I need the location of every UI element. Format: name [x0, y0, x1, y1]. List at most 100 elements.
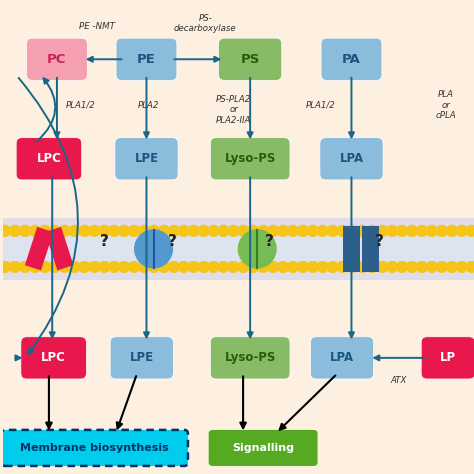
FancyBboxPatch shape — [210, 337, 290, 379]
Circle shape — [437, 226, 447, 237]
Text: LP: LP — [440, 351, 456, 365]
Text: PLA1/2: PLA1/2 — [306, 101, 336, 109]
Circle shape — [466, 226, 474, 237]
Text: PLA1/2: PLA1/2 — [65, 101, 95, 109]
Circle shape — [208, 262, 219, 272]
Circle shape — [135, 230, 173, 268]
Circle shape — [298, 262, 308, 272]
Circle shape — [9, 262, 20, 272]
Circle shape — [59, 226, 70, 237]
Circle shape — [427, 226, 438, 237]
Circle shape — [109, 262, 120, 272]
Text: ?: ? — [264, 234, 273, 249]
Text: ?: ? — [375, 234, 384, 249]
Circle shape — [49, 226, 60, 237]
Circle shape — [188, 226, 199, 237]
Circle shape — [357, 226, 368, 237]
Circle shape — [327, 226, 338, 237]
Circle shape — [158, 262, 169, 272]
Circle shape — [148, 262, 159, 272]
Circle shape — [387, 262, 398, 272]
Circle shape — [59, 262, 70, 272]
Circle shape — [367, 226, 378, 237]
Circle shape — [158, 226, 169, 237]
Circle shape — [288, 226, 299, 237]
Circle shape — [327, 262, 338, 272]
Text: PLA2: PLA2 — [138, 101, 160, 109]
Circle shape — [377, 226, 388, 237]
FancyBboxPatch shape — [321, 38, 382, 81]
Circle shape — [298, 226, 308, 237]
Circle shape — [0, 226, 10, 237]
Circle shape — [238, 226, 249, 237]
Circle shape — [397, 226, 408, 237]
Circle shape — [0, 262, 10, 272]
FancyBboxPatch shape — [310, 337, 374, 379]
FancyBboxPatch shape — [219, 38, 282, 81]
FancyBboxPatch shape — [16, 138, 82, 180]
Circle shape — [129, 262, 139, 272]
Circle shape — [397, 262, 408, 272]
Circle shape — [456, 226, 467, 237]
Circle shape — [19, 262, 30, 272]
Text: PS-PLA2
or
PLA2-IIA: PS-PLA2 or PLA2-IIA — [216, 95, 251, 125]
Text: LPE: LPE — [135, 152, 158, 165]
Circle shape — [218, 226, 229, 237]
Bar — [25, 227, 54, 271]
Bar — [3, 218, 474, 280]
Text: PE -NMT: PE -NMT — [79, 22, 115, 30]
Circle shape — [367, 262, 378, 272]
Circle shape — [29, 262, 40, 272]
Circle shape — [89, 226, 100, 237]
Circle shape — [168, 262, 179, 272]
Circle shape — [317, 226, 328, 237]
Circle shape — [308, 226, 318, 237]
FancyBboxPatch shape — [116, 38, 177, 81]
Circle shape — [39, 226, 50, 237]
Text: ?: ? — [100, 234, 109, 249]
Circle shape — [218, 262, 229, 272]
Circle shape — [417, 262, 428, 272]
Circle shape — [99, 262, 110, 272]
Bar — [3, 237, 474, 261]
Text: LPA: LPA — [339, 152, 364, 165]
Circle shape — [69, 226, 80, 237]
Text: PLA
or
cPLA: PLA or cPLA — [436, 91, 456, 120]
Circle shape — [29, 226, 40, 237]
Circle shape — [188, 262, 199, 272]
Circle shape — [308, 262, 318, 272]
Text: LPE: LPE — [130, 351, 154, 365]
Text: ?: ? — [168, 234, 177, 249]
Circle shape — [337, 226, 348, 237]
Text: PS-
decarboxylase: PS- decarboxylase — [174, 14, 237, 33]
Circle shape — [178, 226, 189, 237]
Circle shape — [417, 226, 428, 237]
Circle shape — [317, 262, 328, 272]
Circle shape — [79, 262, 90, 272]
Circle shape — [447, 262, 457, 272]
FancyBboxPatch shape — [1, 430, 188, 466]
Bar — [343, 226, 360, 272]
Circle shape — [407, 262, 418, 272]
Circle shape — [129, 226, 139, 237]
Circle shape — [238, 262, 249, 272]
Circle shape — [238, 230, 276, 268]
Text: Signalling: Signalling — [232, 443, 294, 453]
Circle shape — [466, 262, 474, 272]
Circle shape — [377, 262, 388, 272]
Circle shape — [228, 262, 239, 272]
Circle shape — [437, 262, 447, 272]
Circle shape — [19, 226, 30, 237]
Circle shape — [39, 262, 50, 272]
Text: PA: PA — [342, 53, 361, 66]
Circle shape — [248, 262, 259, 272]
Circle shape — [198, 262, 209, 272]
Text: PC: PC — [47, 53, 67, 66]
Circle shape — [198, 226, 209, 237]
Circle shape — [427, 262, 438, 272]
Circle shape — [228, 226, 239, 237]
Circle shape — [79, 226, 90, 237]
Text: LPC: LPC — [41, 351, 66, 365]
Circle shape — [119, 262, 129, 272]
Circle shape — [258, 262, 269, 272]
